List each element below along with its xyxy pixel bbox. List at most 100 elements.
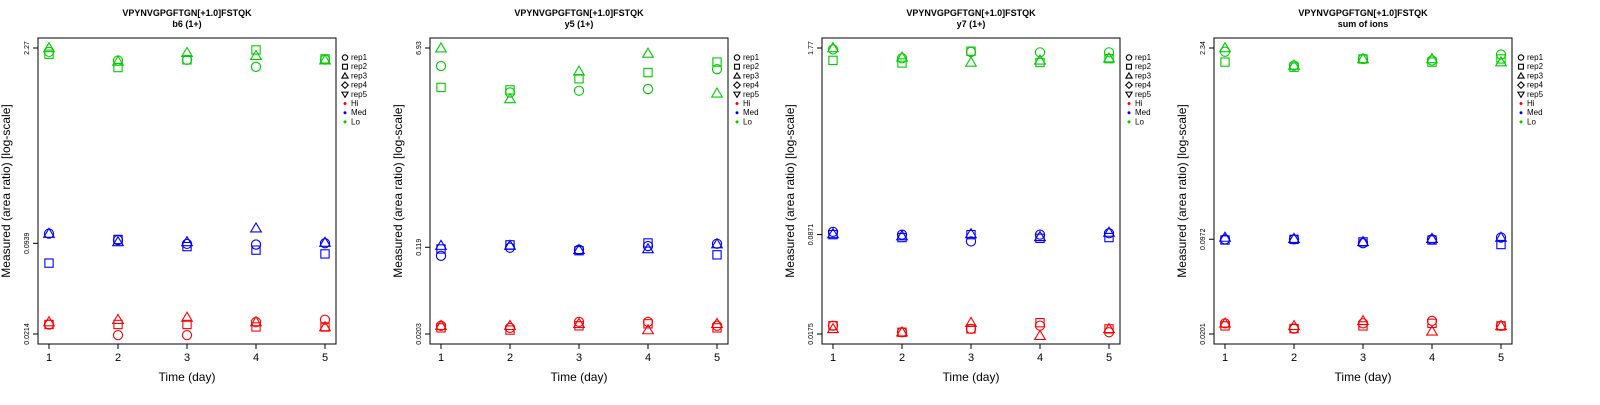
- data-point-hi-rep1: [319, 314, 331, 325]
- x-tick-label: 3: [184, 352, 190, 364]
- x-tick-label: 4: [253, 352, 259, 364]
- legend-label-rep5: rep5: [743, 90, 760, 99]
- data-point-hi-rep3: [641, 323, 655, 335]
- legend-label-rep2: rep2: [1527, 62, 1544, 71]
- legend-symbol-rep4: [732, 81, 742, 90]
- x-tick-label: 5: [714, 352, 720, 364]
- data-point-med-rep1: [965, 236, 977, 247]
- plot-frame: [1213, 37, 1513, 345]
- legend-label-rep4: rep4: [1135, 81, 1152, 90]
- data-point-lo-rep1: [1103, 47, 1115, 58]
- data-point-hi-rep2: [1035, 318, 1045, 328]
- data-point-med-rep3: [710, 237, 724, 249]
- data-point-hi-rep3: [111, 313, 125, 324]
- legend-label-lo: Lo: [1135, 117, 1144, 126]
- chart-title: VPYNVGPGFTGN[+1.0]FSTQK: [1298, 8, 1428, 18]
- legend-symbol-rep3: [1124, 71, 1134, 79]
- data-point-med-rep3: [1033, 230, 1047, 242]
- data-point-hi-rep3: [249, 315, 263, 327]
- data-point-lo-rep2: [643, 67, 653, 78]
- data-point-lo-rep2: [44, 49, 54, 59]
- data-point-hi-rep1: [181, 330, 193, 341]
- data-point-med-rep3: [1218, 231, 1232, 242]
- data-point-hi-rep2: [828, 321, 838, 331]
- data-point-lo-rep1: [1426, 55, 1438, 66]
- y-tick-label: 0.0201: [1200, 323, 1207, 345]
- data-point-med-rep2: [1104, 232, 1114, 243]
- legend-label-med: Med: [743, 108, 759, 117]
- data-point-med-rep2: [113, 234, 123, 245]
- y-axis-label: Measured (area ratio) [log-scale]: [1175, 104, 1189, 277]
- data-point-hi-rep1: [965, 323, 977, 335]
- data-point-med-rep1: [435, 250, 447, 261]
- data-point-hi-rep2: [251, 322, 261, 332]
- legend-label-rep1: rep1: [1135, 53, 1152, 62]
- legend-label-lo: Lo: [351, 117, 360, 126]
- legend-symbol-rep1: [733, 54, 741, 61]
- x-tick-label: 5: [1498, 352, 1504, 364]
- data-point-hi-rep2: [182, 319, 192, 330]
- x-tick-label: 3: [576, 352, 582, 364]
- data-point-hi-rep2: [966, 324, 976, 334]
- data-point-med-rep3: [1425, 232, 1439, 244]
- data-point-hi-rep1: [711, 320, 723, 331]
- legend-label-rep3: rep3: [351, 71, 368, 80]
- legend-label-rep3: rep3: [1527, 71, 1544, 80]
- data-point-lo-rep1: [573, 85, 585, 96]
- legend-label-hi: Hi: [1527, 99, 1535, 108]
- y-tick-label: 6.93: [416, 41, 423, 55]
- data-point-lo-rep2: [251, 45, 261, 55]
- legend-label-rep5: rep5: [1527, 90, 1544, 99]
- data-point-hi-rep3: [434, 319, 448, 331]
- data-point-hi-rep3: [964, 316, 978, 327]
- data-point-lo-rep2: [966, 46, 976, 56]
- x-tick-label: 1: [830, 352, 836, 364]
- legend-symbol-rep5: [1124, 91, 1134, 99]
- data-point-lo-rep3: [641, 47, 655, 58]
- data-point-lo-rep1: [827, 44, 839, 55]
- x-axis-label: Time (day): [159, 370, 216, 384]
- legend-dot-lo: [1127, 120, 1131, 124]
- data-point-lo-rep2: [828, 55, 838, 66]
- legend-symbol-rep3: [340, 71, 350, 79]
- legend-label-hi: Hi: [1135, 99, 1143, 108]
- data-point-lo-rep3: [1102, 51, 1116, 63]
- legend-label-rep1: rep1: [351, 53, 368, 62]
- legend-symbol-rep3: [732, 71, 742, 79]
- data-point-lo-rep2: [182, 55, 192, 65]
- data-point-med-rep3: [249, 221, 263, 233]
- data-point-hi-rep1: [1426, 315, 1438, 327]
- data-point-lo-rep2: [1220, 57, 1230, 67]
- data-point-lo-rep2: [574, 74, 584, 84]
- data-point-med-rep3: [503, 239, 517, 250]
- legend-label-hi: Hi: [743, 99, 751, 108]
- data-point-lo-rep1: [896, 53, 908, 64]
- legend-label-med: Med: [1527, 108, 1543, 117]
- data-point-lo-rep2: [1104, 53, 1114, 64]
- x-axis-label: Time (day): [551, 370, 608, 384]
- legend-dot-lo: [735, 120, 739, 124]
- y-axis-label: Measured (area ratio) [log-scale]: [391, 104, 405, 277]
- data-point-hi-rep3: [1287, 319, 1301, 331]
- data-point-hi-rep3: [572, 317, 586, 329]
- data-point-med-rep3: [1494, 231, 1508, 242]
- legend-dot-med: [735, 111, 739, 115]
- plot-frame: [429, 37, 729, 345]
- data-point-lo-rep3: [1494, 55, 1508, 67]
- data-point-hi-rep1: [504, 322, 516, 334]
- data-point-hi-rep3: [1218, 316, 1232, 328]
- data-point-med-rep3: [1102, 226, 1116, 237]
- data-point-lo-rep3: [710, 86, 724, 98]
- legend-symbol-rep2: [1126, 63, 1132, 70]
- y-tick-label: 0.0871: [808, 224, 815, 246]
- legend-label-med: Med: [1135, 108, 1151, 117]
- data-point-lo-rep3: [1218, 41, 1232, 53]
- legend-symbol-rep4: [340, 81, 350, 90]
- x-tick-label: 5: [322, 352, 328, 364]
- y-tick-label: 0.0972: [1200, 228, 1207, 250]
- data-point-med-rep3: [180, 235, 194, 247]
- legend-dot-med: [1127, 111, 1131, 115]
